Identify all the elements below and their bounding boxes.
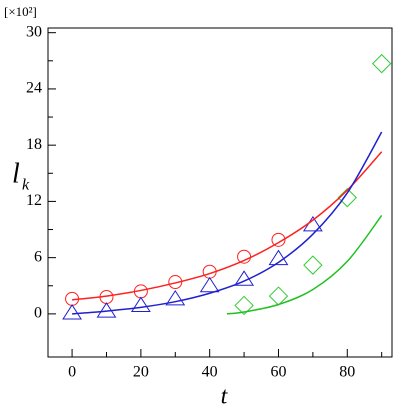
triangle-marker — [268, 249, 289, 266]
triangle-marker — [130, 296, 151, 312]
y-tick-label: 6 — [34, 248, 42, 265]
diamond-marker — [337, 187, 357, 208]
circle-marker — [271, 232, 286, 247]
triangle-marker — [165, 289, 186, 306]
fit-curve — [71, 151, 383, 301]
plot-frame — [47, 27, 393, 358]
y-axis-label-sub: k — [22, 177, 30, 194]
triangle-marker — [62, 304, 82, 320]
fit-curve — [226, 215, 383, 315]
y-multiplier: [×10²] — [4, 4, 37, 19]
y-axis-label: l — [12, 158, 20, 189]
x-tick-label: 80 — [339, 364, 355, 381]
y-tick-label: 12 — [26, 192, 42, 209]
x-tick-label: 20 — [133, 364, 149, 381]
x-axis-label: t — [221, 384, 229, 410]
diamond-marker — [371, 53, 392, 74]
x-tick-label: 0 — [68, 364, 76, 381]
x-tick-label: 40 — [202, 364, 218, 381]
diamond-marker — [303, 255, 323, 275]
triangle-marker — [199, 276, 220, 293]
diamond-marker — [234, 295, 254, 316]
y-tick-label: 24 — [26, 80, 42, 97]
y-tick-label: 30 — [26, 23, 42, 40]
y-tick-label: 18 — [26, 136, 42, 153]
x-tick-label: 60 — [270, 364, 286, 381]
fit-curve — [72, 131, 383, 315]
y-tick-label: 0 — [34, 305, 42, 322]
